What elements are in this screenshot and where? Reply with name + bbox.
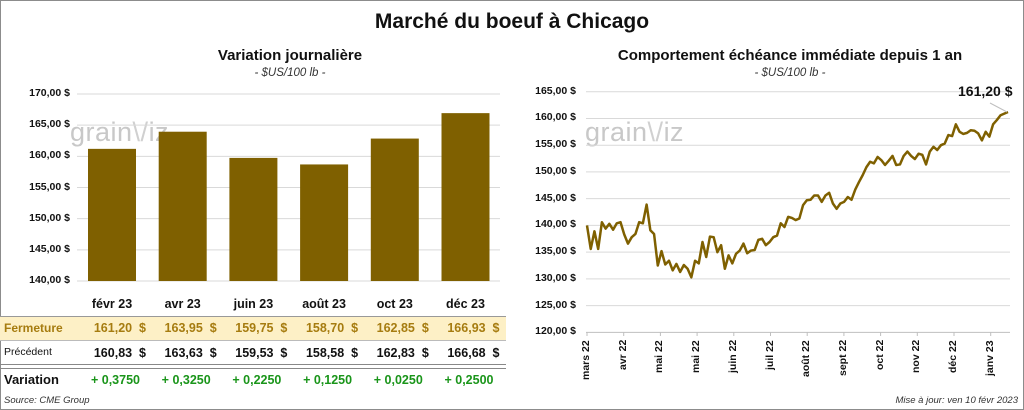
bar-chart-title: Variation journalière xyxy=(217,47,363,64)
bar-x-label: juin 23 xyxy=(233,297,274,311)
bar-x-label: déc 23 xyxy=(446,297,485,311)
line-x-tick: mars 22 xyxy=(580,340,592,380)
table-cell: + 0,3750 xyxy=(90,373,140,387)
last-value-label: 161,20 $ xyxy=(958,83,1013,99)
table-double-divider xyxy=(0,364,506,369)
line-chart-title: Comportement échéance immédiate depuis 1… xyxy=(617,47,963,64)
bar xyxy=(229,157,278,281)
bar xyxy=(370,138,419,281)
table-cell: + 0,2250 xyxy=(232,373,282,387)
line-x-tick: oct 22 xyxy=(873,339,886,370)
line-y-tick: 140,00 $ xyxy=(535,218,576,231)
bar xyxy=(158,131,207,281)
bar-chart-unit: - $US/100 lb - xyxy=(254,67,326,79)
page-title: Marché du boeuf à Chicago xyxy=(374,10,650,33)
line-y-tick: 165,00 $ xyxy=(535,84,576,97)
table-cell: + 0,2500 xyxy=(444,373,494,387)
table-cell: 158,70 $ xyxy=(305,321,359,335)
bar-y-tick: 160,00 $ xyxy=(29,149,70,162)
bar-y-tick: 150,00 $ xyxy=(29,211,70,224)
table-cell: 166,68 $ xyxy=(447,346,500,360)
updated-note: Mise à jour: ven 10 févr 2023 xyxy=(895,395,1018,406)
table-cell: 163,63 $ xyxy=(164,346,217,360)
line-y-tick: 130,00 $ xyxy=(535,271,576,284)
last-value-leader xyxy=(989,102,1008,113)
table-cell: + 0,1250 xyxy=(303,373,353,387)
line-x-tick: juin 22 xyxy=(726,339,739,373)
table-cell: + 0,3250 xyxy=(161,373,211,387)
watermark-logo-2: grain\/iz xyxy=(585,117,685,147)
line-x-tick: mai 22 xyxy=(690,340,703,373)
line-x-tick: janv 23 xyxy=(983,340,996,376)
table-cell: 158,58 $ xyxy=(305,346,359,360)
bar-x-label: févr 23 xyxy=(91,297,133,311)
line-y-tick: 150,00 $ xyxy=(535,164,576,177)
row-fermeture xyxy=(0,316,506,341)
bar-y-tick: 140,00 $ xyxy=(29,274,70,286)
line-y-tick: 145,00 $ xyxy=(535,191,576,204)
row-label-variation: Variation xyxy=(4,372,59,387)
table-cell: + 0,0250 xyxy=(373,373,423,387)
line-x-tick: nov 22 xyxy=(910,339,923,373)
table-cell: 161,20 $ xyxy=(93,321,146,335)
price-line xyxy=(585,110,1009,279)
line-y-tick: 120,00 $ xyxy=(535,325,576,338)
table-cell: 160,83 $ xyxy=(93,346,146,360)
line-x-tick: juil 22 xyxy=(763,340,776,370)
bar-y-tick: 155,00 $ xyxy=(29,180,70,193)
table-cell: 162,85 $ xyxy=(376,321,429,335)
row-label-fermeture: Fermeture xyxy=(4,321,63,335)
table-cell: 159,53 $ xyxy=(235,346,288,360)
bar-x-label: août 23 xyxy=(302,297,346,311)
line-x-tick: août 22 xyxy=(800,340,813,377)
line-y-tick: 155,00 $ xyxy=(535,138,576,151)
line-x-tick: déc 22 xyxy=(947,340,959,373)
line-y-tick: 135,00 $ xyxy=(535,245,576,258)
table-cell: 159,75 $ xyxy=(235,321,288,335)
bar-x-label: avr 23 xyxy=(164,297,201,311)
bar-x-label: oct 23 xyxy=(376,297,413,311)
table-cell: 163,95 $ xyxy=(164,321,217,335)
source-note: Source: CME Group xyxy=(4,395,90,406)
line-x-tick: sept 22 xyxy=(836,339,849,376)
line-y-tick: 125,00 $ xyxy=(535,298,576,311)
bar xyxy=(441,113,490,282)
row-label-précédent: Précédent xyxy=(4,346,52,358)
bar-y-tick: 145,00 $ xyxy=(29,242,70,255)
line-chart-unit: - $US/100 lb - xyxy=(754,67,826,79)
table-cell: 166,93 $ xyxy=(447,321,500,335)
bar xyxy=(88,148,136,281)
line-x-tick: avr 22 xyxy=(616,339,629,370)
line-x-tick: mai 22 xyxy=(653,340,666,373)
bar xyxy=(300,164,349,281)
bar-y-tick: 170,00 $ xyxy=(29,87,70,99)
bar-y-tick: 165,00 $ xyxy=(29,118,70,131)
line-y-tick: 160,00 $ xyxy=(535,111,576,124)
table-cell: 162,83 $ xyxy=(376,346,429,360)
